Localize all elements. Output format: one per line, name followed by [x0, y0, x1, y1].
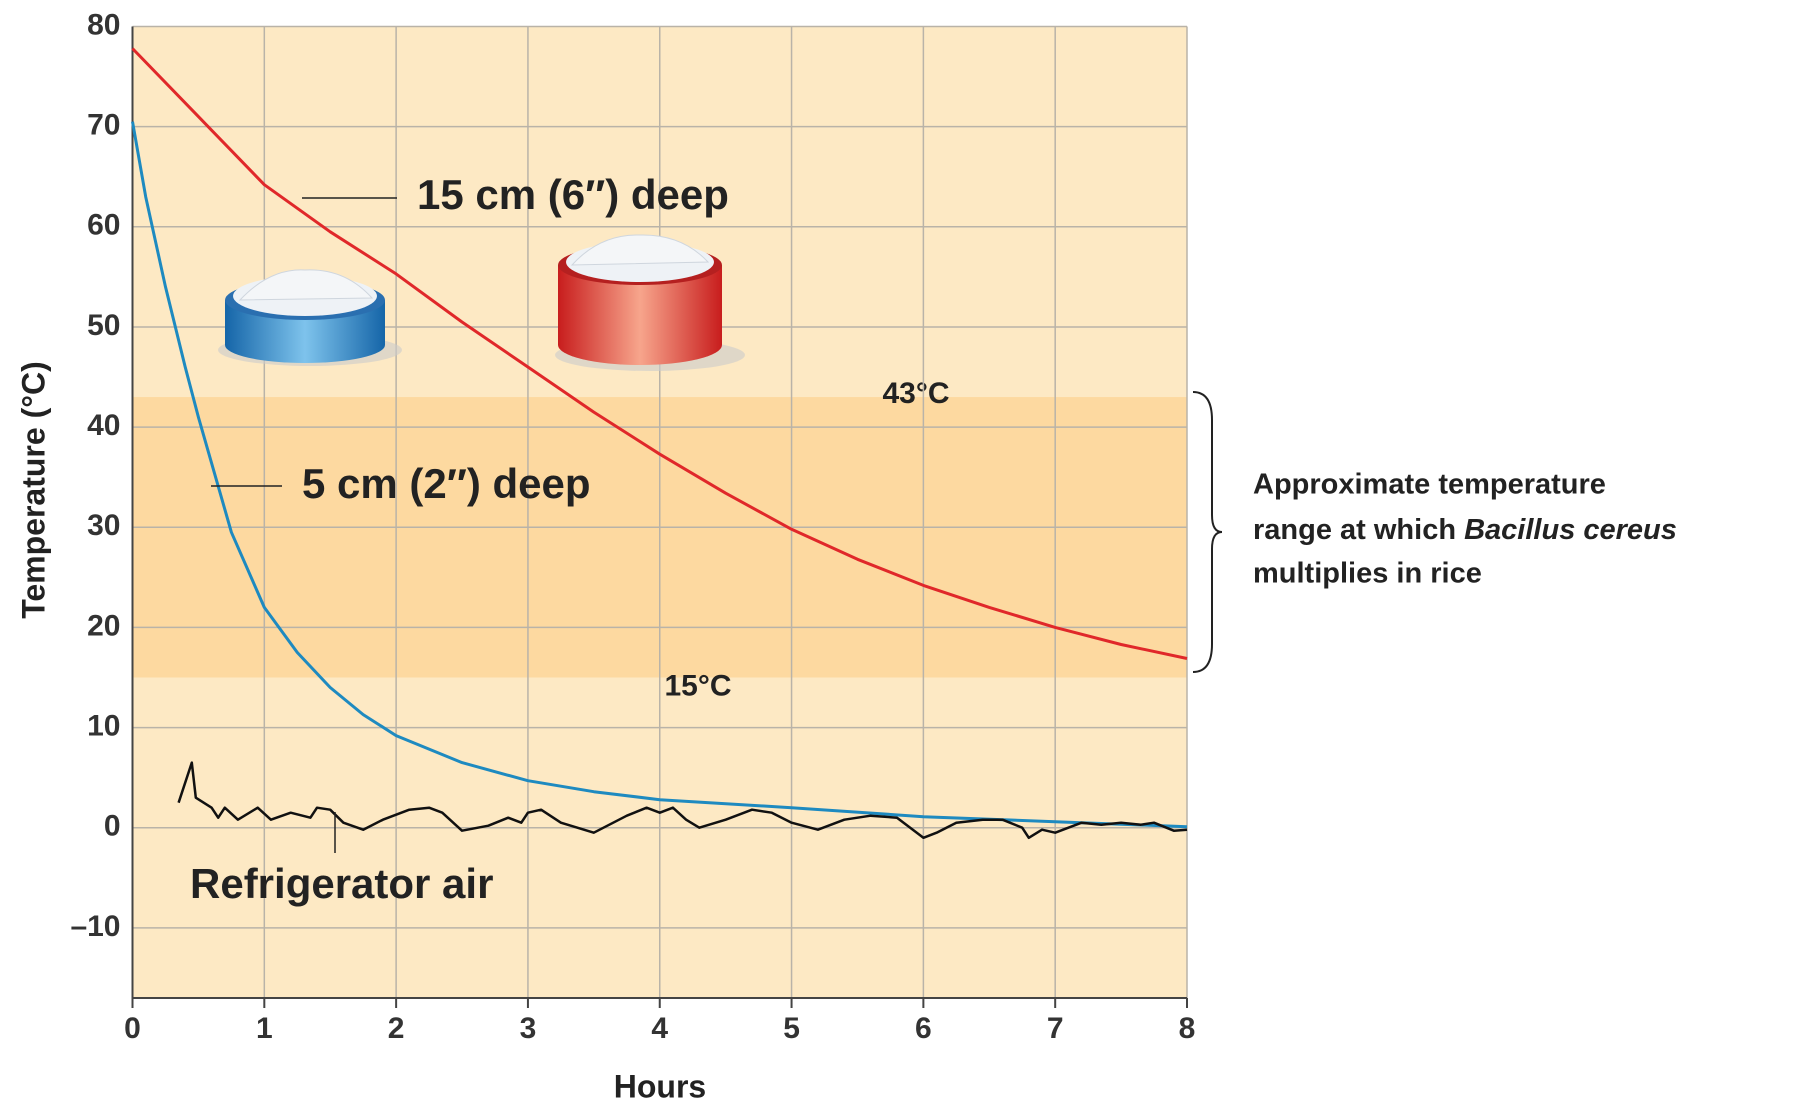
series-label: Refrigerator air [190, 860, 493, 907]
line-series [177, 761, 1188, 840]
band-label: 43°C [882, 377, 949, 410]
y-tick-label: 50 [87, 309, 120, 342]
series-label: 5 cm (2″) deep [302, 460, 591, 507]
y-tick-label: 70 [87, 109, 120, 142]
y-tick-label: –10 [70, 910, 120, 943]
x-tick-label: 7 [1047, 1012, 1064, 1045]
y-tick-label: 10 [87, 710, 120, 743]
y-axis-label: Temperature (°C) [15, 361, 51, 619]
annotation: Bacillus cereus [1464, 514, 1677, 546]
x-tick-label: 2 [388, 1012, 405, 1045]
bowl-icon [218, 269, 402, 366]
x-tick-label: 0 [124, 1012, 141, 1045]
x-tick-label: 4 [651, 1012, 668, 1045]
x-tick-label: 3 [520, 1012, 537, 1045]
line-series [131, 121, 1188, 829]
line-series [131, 47, 1188, 660]
annotation: range at which Bacillus cereus [1253, 514, 1677, 546]
bowl-icon [555, 234, 745, 371]
x-tick-label: 1 [256, 1012, 273, 1045]
y-tick-label: 20 [87, 609, 120, 642]
x-tick-label: 6 [915, 1012, 932, 1045]
plot-area: 43°C 15°C –10 0 10 20 30 40 50 60 70 80 0 1 2 3 4 5 6 7 8 15 … [70, 8, 1195, 1045]
x-axis-label: Hours [614, 1068, 706, 1104]
annotation: Approximate temperature [1253, 469, 1606, 501]
y-tick-label: 30 [87, 509, 120, 542]
annotation: range at which [1253, 514, 1464, 546]
x-tick-label: 5 [783, 1012, 800, 1045]
series-label: 15 cm (6″) deep [417, 171, 729, 218]
y-tick-label: 40 [87, 409, 120, 442]
y-tick-label: 80 [87, 8, 120, 41]
bracket [1192, 391, 1223, 673]
x-tick-label: 8 [1179, 1012, 1196, 1045]
y-tick-label: 0 [104, 810, 121, 843]
y-tick-label: 60 [87, 209, 120, 242]
annotation: multiplies in rice [1253, 558, 1482, 590]
band-label: 15°C [664, 669, 731, 702]
